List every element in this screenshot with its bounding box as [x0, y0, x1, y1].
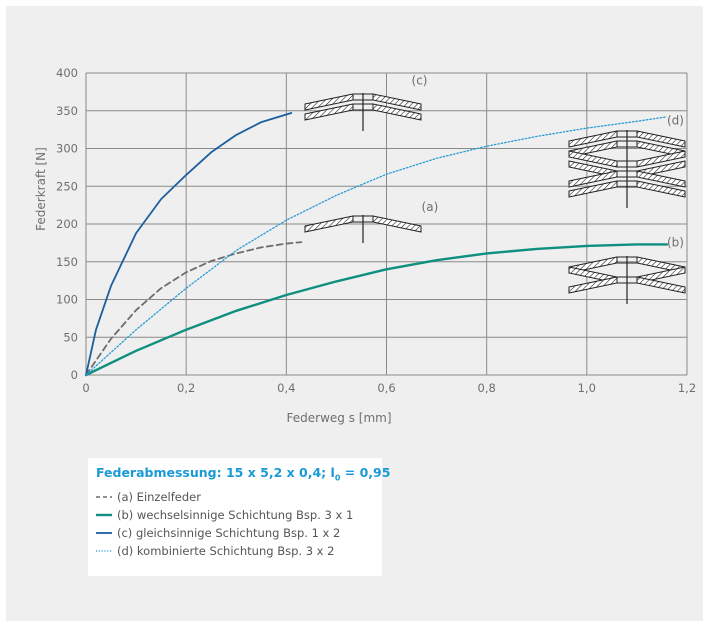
series-annotation: (c): [412, 73, 428, 87]
legend-item-d: (d) kombinierte Schichtung Bsp. 3 x 2: [96, 542, 382, 560]
x-tick-label: 1,0: [578, 381, 596, 395]
legend-item-label: (a) Einzelfeder: [117, 489, 201, 504]
spring-stack-d-icon: [568, 130, 686, 208]
series-line-a: [85, 241, 303, 376]
spring-stack-c-icon: [304, 93, 422, 131]
y-tick-label: 300: [56, 142, 78, 156]
legend-title-tail: = 0,95: [340, 465, 391, 480]
series-annotations: (c) (d) (a) (b): [412, 73, 684, 249]
grid: [85, 72, 688, 376]
legend-swatch-solid-blue: [96, 531, 112, 534]
x-tick-label: 0,2: [177, 381, 195, 395]
legend-swatch-solid-green: [96, 513, 112, 516]
legend-item-label: (c) gleichsinnige Schichtung Bsp. 1 x 2: [117, 525, 341, 540]
spring-force-chart: 0 0,2 0,4 0,6 0,8 1,0 1,2 0 50 100 150 200 250 300 350…: [34, 66, 696, 425]
series-annotation: (a): [422, 200, 439, 214]
series-line-c: [85, 112, 293, 376]
series-line-b: [84, 243, 669, 377]
y-tick-label: 200: [56, 217, 78, 231]
chart-panel: 0 0,2 0,4 0,6 0,8 1,0 1,2 0 50 100 150 200 250 300 350…: [6, 6, 703, 621]
y-tick-label: 400: [56, 66, 78, 80]
spring-stack-b-icon: [568, 256, 686, 304]
x-tick-label: 0: [82, 381, 89, 395]
x-tick-label: 0,6: [377, 381, 395, 395]
series-line-d: [85, 116, 668, 376]
y-tick-label: 0: [71, 368, 78, 382]
spring-stack-a-icon: [304, 215, 422, 243]
y-axis-label: Federkraft [N]: [34, 147, 48, 231]
x-tick-label: 0,4: [277, 381, 295, 395]
tick-labels: 0 0,2 0,4 0,6 0,8 1,0 1,2 0 50 100 150 200 250 300 350…: [56, 66, 696, 395]
legend-title-subscript: 0: [334, 473, 341, 483]
legend-swatch-dotted-lightblue: [96, 549, 112, 552]
legend-title-main: Federabmessung: 15 x 5,2 x 0,4; l: [96, 465, 335, 480]
legend-item-b: (b) wechselsinnige Schichtung Bsp. 3 x 1: [96, 506, 382, 524]
x-axis-label: Federweg s [mm]: [287, 411, 392, 425]
legend-item-a: (a) Einzelfeder: [96, 488, 382, 506]
legend-swatch-dashed-gray: [96, 495, 112, 498]
y-tick-label: 250: [56, 179, 78, 193]
y-tick-label: 100: [56, 293, 78, 307]
legend-item-label: (d) kombinierte Schichtung Bsp. 3 x 2: [117, 543, 335, 558]
x-tick-label: 1,2: [678, 381, 696, 395]
legend-title: Federabmessung: 15 x 5,2 x 0,4; l0 = 0,9…: [96, 465, 390, 483]
series-lines: [84, 112, 669, 377]
x-tick-label: 0,8: [478, 381, 496, 395]
series-annotation: (b): [667, 236, 684, 250]
legend-item-label: (b) wechselsinnige Schichtung Bsp. 3 x 1: [117, 507, 354, 522]
legend: Federabmessung: 15 x 5,2 x 0,4; l0 = 0,9…: [88, 458, 390, 576]
y-tick-label: 150: [56, 255, 78, 269]
y-tick-label: 50: [63, 330, 78, 344]
series-annotation: (d): [667, 113, 684, 127]
y-tick-label: 350: [56, 104, 78, 118]
spring-stack-icons: [304, 93, 686, 304]
legend-item-c: (c) gleichsinnige Schichtung Bsp. 1 x 2: [96, 524, 382, 542]
